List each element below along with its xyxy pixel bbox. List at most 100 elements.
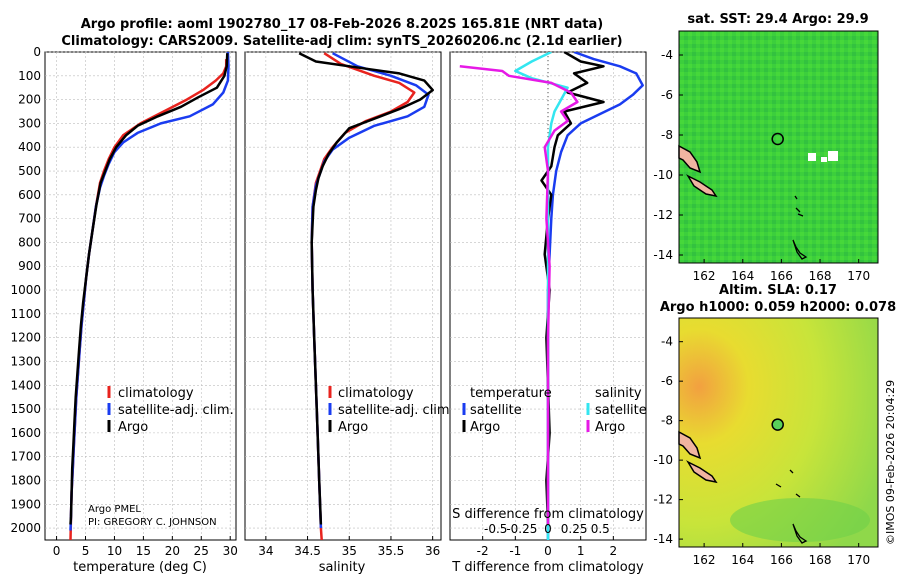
- series-line-argo: [298, 52, 434, 525]
- sla-low-region: [730, 498, 870, 542]
- x-tick-label: -2: [477, 544, 489, 558]
- depth-tick-label: 1300: [10, 354, 41, 368]
- legend-argo-label: Argo: [338, 420, 368, 435]
- x-tick-label: 5: [82, 544, 90, 558]
- salinity-grid: [245, 51, 441, 540]
- depth-tick-label: 1000: [10, 283, 41, 297]
- lat-tick-label: -10: [653, 168, 673, 182]
- difference-xlabel: T difference from climatology: [451, 560, 644, 575]
- lat-tick-label: -8: [661, 128, 673, 142]
- legend-s-satellite-label: satellite: [595, 403, 647, 418]
- lon-tick-label: 166: [770, 553, 793, 567]
- lat-tick-label: -4: [661, 335, 673, 349]
- lat-tick-label: -12: [653, 493, 673, 507]
- depth-tick-label: 100: [18, 69, 41, 83]
- x-tick-label: 20: [165, 544, 180, 558]
- sst-map-title: sat. SST: 29.4 Argo: 29.9: [687, 12, 868, 27]
- figure-title-line1: Argo profile: aoml 1902780_17 08-Feb-202…: [81, 17, 603, 32]
- lon-tick-label: 168: [809, 553, 832, 567]
- salinity-xlabel: salinity: [319, 560, 366, 575]
- sla-island-outline: [792, 523, 808, 544]
- depth-tick-label: 900: [18, 259, 41, 273]
- lon-tick-label: 164: [731, 553, 754, 567]
- x-tick-label: 30: [223, 544, 238, 558]
- x-tick-label: 36: [425, 544, 440, 558]
- sst-island-land: [678, 144, 702, 174]
- depth-tick-label: 1800: [10, 473, 41, 487]
- depth-tick-label: 1100: [10, 307, 41, 321]
- sst-island-land: [686, 174, 718, 198]
- x-tick-label: 35: [342, 544, 357, 558]
- lat-tick-label: -14: [653, 532, 673, 546]
- legend-climatology-label: climatology: [118, 386, 194, 401]
- difference-top-ticks: -0.5-0.25 0 0.25 0.5: [484, 522, 610, 536]
- x-tick-label: 2: [610, 544, 618, 558]
- depth-tick-label: 2000: [10, 521, 41, 535]
- x-tick-label: 0: [544, 544, 552, 558]
- sla-island-land: [678, 430, 702, 460]
- x-tick-label: -1: [509, 544, 521, 558]
- depth-tick-label: 300: [18, 116, 41, 130]
- temperature-xlabel: temperature (deg C): [73, 560, 207, 575]
- sla-map-subtitle: Argo h1000: 0.059 h2000: 0.078: [660, 300, 896, 315]
- top-x-tick-label: 0.5: [591, 522, 610, 536]
- lon-tick-label: 162: [693, 553, 716, 567]
- top-x-tick-label: 0.25: [561, 522, 588, 536]
- lon-tick-label: 170: [847, 553, 870, 567]
- depth-tick-label: 1900: [10, 497, 41, 511]
- timestamp: ©IMOS 09-Feb-2026 20:04:29: [884, 380, 897, 545]
- x-tick-label: 15: [136, 544, 151, 558]
- sst-map-field: [678, 30, 879, 264]
- legend-climatology-label: climatology: [338, 386, 414, 401]
- difference-ticks: -2 -1 0 1 2: [477, 536, 617, 558]
- legend-argo-label: Argo: [118, 420, 148, 435]
- depth-tick-label: 700: [18, 212, 41, 226]
- lat-tick-label: -6: [661, 374, 673, 388]
- depth-tick-label: 1400: [10, 378, 41, 392]
- top-x-tick-label: 0: [544, 522, 552, 536]
- top-x-tick-label: -0.25: [506, 522, 537, 536]
- depth-tick-label: 1600: [10, 426, 41, 440]
- legend-t-satellite-label: satellite: [470, 403, 522, 418]
- x-tick-label: 34: [258, 544, 273, 558]
- legend-s-argo-label: Argo: [595, 420, 625, 435]
- depth-tick-label: 600: [18, 188, 41, 202]
- difference-legend: temperature satellite Argo salinity sate…: [462, 386, 647, 435]
- depth-tick-label: 1200: [10, 331, 41, 345]
- depth-tick-label: 1700: [10, 450, 41, 464]
- sla-map-panel: Altim. SLA: 0.17 Argo h1000: 0.059 h2000…: [653, 283, 896, 567]
- difference-top-xlabel: S difference from climatology: [452, 507, 644, 522]
- credit-pi: PI: GREGORY C. JOHNSON: [88, 517, 217, 528]
- lon-tick-label: 164: [731, 269, 754, 283]
- lat-tick-label: -12: [653, 208, 673, 222]
- salinity-legend: climatology satellite-adj. clim. Argo: [328, 386, 454, 435]
- temperature-legend: climatology satellite-adj. clim. Argo: [107, 386, 234, 435]
- sst-missing-data: [808, 153, 816, 161]
- x-tick-label: 1: [577, 544, 585, 558]
- depth-tick-label: 500: [18, 164, 41, 178]
- legend-satellite-label: satellite-adj. clim.: [118, 403, 234, 418]
- sst-map-panel: sat. SST: 29.4 Argo: 29.9 162 164 166 168 17…: [653, 12, 879, 283]
- depth-tick-label: 400: [18, 140, 41, 154]
- depth-tick-label: 0: [33, 45, 41, 59]
- sla-island-outline: [775, 469, 801, 498]
- sst-missing-data: [828, 151, 838, 161]
- salinity-axes: [244, 51, 442, 541]
- temperature-panel: 0100200300400500600700800900100011001200…: [10, 45, 237, 575]
- sla-island-land: [686, 460, 718, 484]
- legend-salinity-title: salinity: [595, 386, 642, 401]
- legend-t-argo-label: Argo: [470, 420, 500, 435]
- lat-tick-label: -8: [661, 414, 673, 428]
- temperature-ticks: 0100200300400500600700800900100011001200…: [10, 45, 237, 558]
- sla-map-title: Altim. SLA: 0.17: [719, 283, 837, 298]
- lon-tick-label: 162: [693, 269, 716, 283]
- lat-tick-label: -14: [653, 248, 673, 262]
- lon-tick-label: 168: [809, 269, 832, 283]
- temperature-axes: [44, 51, 237, 541]
- series-line-argo: [69, 53, 229, 525]
- lon-tick-label: 170: [847, 269, 870, 283]
- x-tick-label: 0: [53, 544, 61, 558]
- figure-title-line2: Climatology: CARS2009. Satellite-adj cli…: [61, 34, 622, 49]
- temperature-lines: [69, 52, 230, 540]
- sla-argo-float-marker: [771, 418, 784, 431]
